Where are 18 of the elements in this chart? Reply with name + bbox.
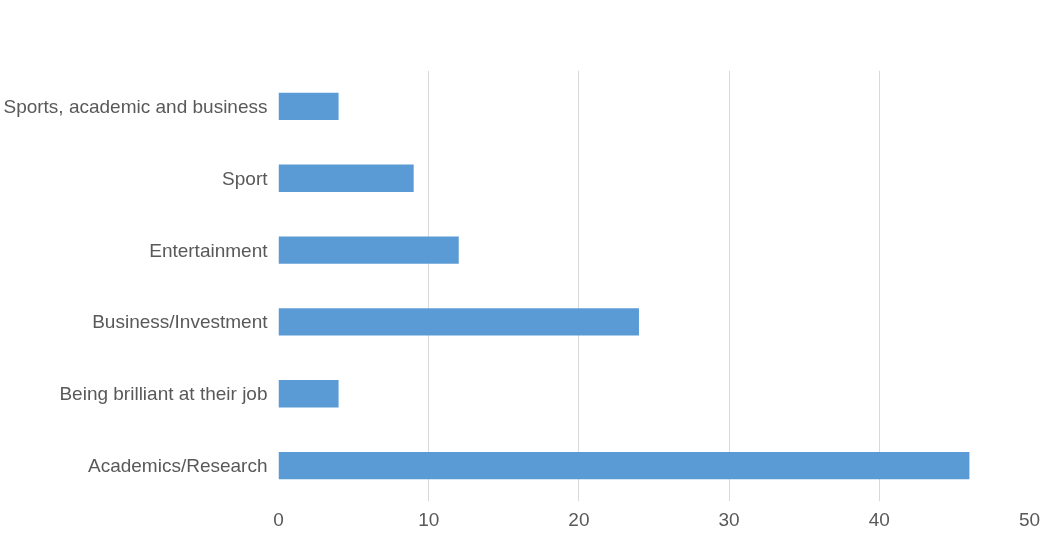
bar — [278, 380, 339, 408]
y-tick-label: Academics/Research — [87, 455, 268, 477]
y-tick-label: Business/Investment — [92, 311, 269, 333]
bar — [278, 164, 414, 192]
x-tick-label: 10 — [418, 508, 440, 530]
y-tick-label: Entertainment — [149, 239, 269, 261]
y-tick-label: Being brilliant at their job — [59, 383, 268, 405]
bar — [278, 92, 339, 121]
x-tick-label: 50 — [1018, 508, 1041, 530]
y-tick-label: Sport — [222, 167, 269, 189]
x-tick-label: 20 — [568, 508, 590, 530]
bar — [278, 236, 459, 264]
x-tick-label: 0 — [273, 508, 284, 530]
bar — [278, 451, 970, 480]
bar — [278, 308, 639, 336]
y-tick-label: Sports, academic and business — [3, 95, 268, 117]
x-tick-label: 30 — [718, 508, 740, 530]
x-tick-label: 40 — [868, 508, 890, 530]
